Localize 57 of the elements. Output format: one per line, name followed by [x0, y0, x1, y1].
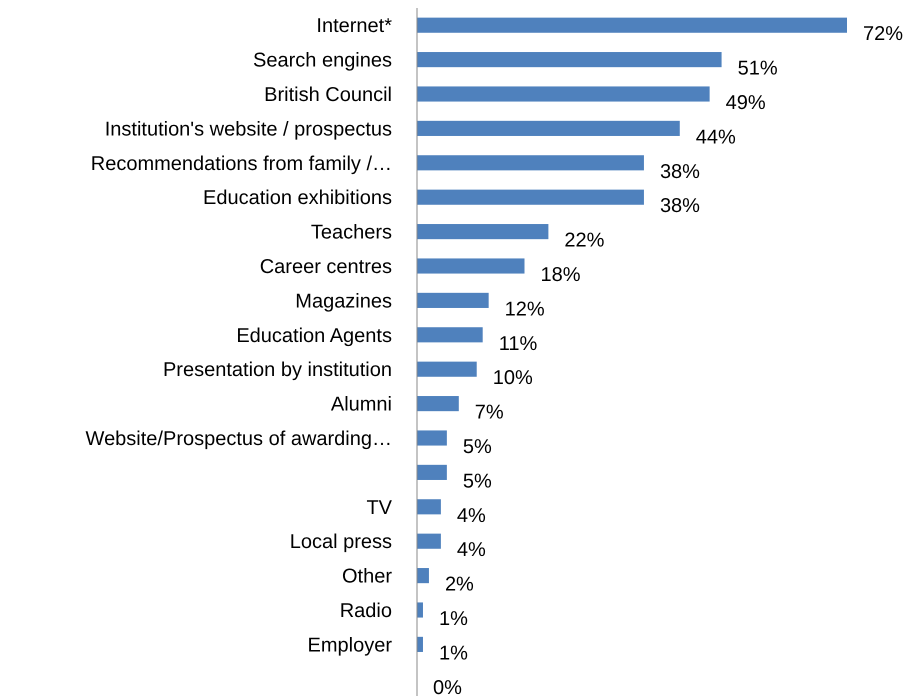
data-label: 5%	[462, 436, 492, 458]
bar	[417, 190, 644, 205]
bar	[417, 18, 847, 33]
bar	[417, 224, 548, 240]
y-tick-label: Presentation by institution	[162, 359, 392, 382]
data-label: 4%	[456, 539, 486, 562]
y-tick-label: Career centres	[260, 256, 392, 278]
data-label: 22%	[564, 230, 605, 252]
data-label: 7%	[474, 402, 504, 424]
bar	[417, 86, 710, 102]
y-tick-label: Internet*	[316, 15, 392, 38]
y-tick-label: British Council	[264, 84, 392, 106]
y-tick-label: Alumni	[330, 394, 392, 416]
data-label: 38%	[660, 195, 700, 218]
y-tick-label: TV	[366, 496, 393, 519]
y-tick-label: Website/Prospectus of awarding…	[86, 428, 392, 450]
data-label: 5%	[462, 470, 492, 492]
y-tick-label: Teachers	[310, 222, 392, 244]
data-label: 1%	[438, 608, 468, 630]
bar	[417, 430, 447, 446]
y-tick-label: Employer	[308, 634, 392, 656]
y-tick-label: Other	[342, 566, 392, 588]
data-label: 44%	[696, 126, 736, 148]
data-label: 1%	[438, 642, 468, 664]
bar	[417, 602, 423, 618]
bar	[417, 362, 477, 377]
data-label: 38%	[660, 160, 700, 183]
data-label: 0%	[433, 676, 462, 696]
bar	[417, 327, 483, 342]
y-tick-label: Magazines	[295, 290, 392, 312]
y-tick-label: Recommendations from family /…	[90, 152, 392, 175]
data-label: 12%	[504, 298, 545, 320]
data-label: 18%	[540, 264, 581, 286]
bar	[417, 499, 441, 514]
data-label: 49%	[726, 92, 766, 114]
data-label: 4%	[456, 504, 486, 527]
y-tick-label: Education exhibitions	[202, 187, 392, 210]
bar	[417, 52, 722, 68]
data-label: 10%	[492, 367, 533, 390]
y-tick-label: Local press	[290, 531, 392, 554]
bar	[417, 120, 680, 136]
y-tick-label: Search engines	[253, 50, 392, 72]
y-tick-label: Institution's website / prospectus	[104, 118, 392, 140]
data-label: 72%	[863, 23, 904, 46]
data-label: 11%	[498, 332, 538, 355]
bar	[417, 636, 423, 652]
y-tick-label: Education Agents	[236, 324, 392, 347]
bar	[417, 568, 429, 584]
bar	[417, 155, 644, 170]
bar	[417, 534, 441, 549]
bar	[417, 396, 459, 412]
data-label: 2%	[444, 574, 474, 596]
bar	[417, 292, 489, 308]
y-tick-label: Radio	[340, 600, 392, 622]
bar	[417, 258, 524, 274]
bar	[417, 464, 447, 480]
data-label: 51%	[738, 58, 778, 80]
